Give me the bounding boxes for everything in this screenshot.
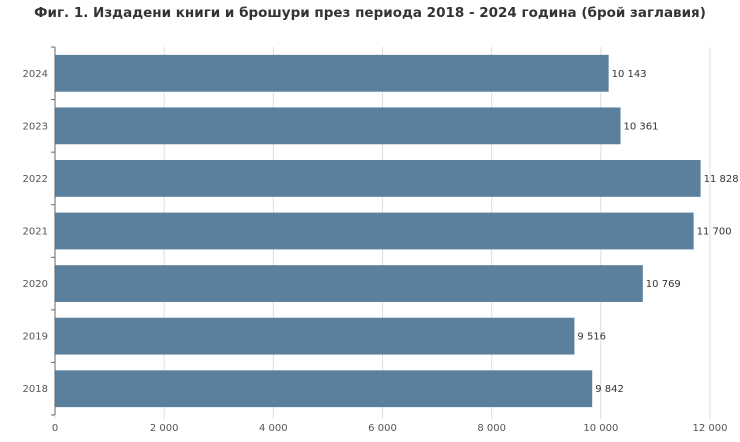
y-category-label: 2018 bbox=[23, 384, 48, 395]
axes bbox=[51, 46, 56, 416]
data-label: 10 143 bbox=[612, 69, 647, 80]
bars bbox=[55, 54, 701, 408]
chart-title: Фиг. 1. Издадени книги и брошури през пе… bbox=[34, 5, 706, 21]
bar-2023 bbox=[55, 107, 621, 145]
data-label: 11 700 bbox=[697, 227, 732, 238]
labels: 0 2 000 4 000 6 000 8 000 10 000 12 000 2024 10 … bbox=[23, 69, 739, 434]
bar-2020 bbox=[55, 265, 643, 302]
data-label: 11 828 bbox=[704, 174, 739, 185]
data-label: 10 361 bbox=[624, 121, 659, 132]
y-category-label: 2024 bbox=[23, 69, 48, 80]
y-category-label: 2023 bbox=[23, 121, 48, 132]
bar-2024 bbox=[55, 54, 609, 92]
x-tick-label: 8 000 bbox=[477, 423, 506, 434]
x-tick-label: 4 000 bbox=[259, 423, 288, 434]
y-category-label: 2019 bbox=[23, 332, 48, 343]
x-tick-label: 10 000 bbox=[583, 423, 618, 434]
data-label: 10 769 bbox=[646, 279, 681, 290]
data-label: 9 842 bbox=[595, 384, 624, 395]
bar-2022 bbox=[55, 160, 701, 197]
bar-2019 bbox=[55, 317, 575, 355]
data-label: 9 516 bbox=[577, 332, 606, 343]
x-tick-label: 6 000 bbox=[368, 423, 397, 434]
bar-2018 bbox=[55, 370, 593, 408]
x-tick-label: 2 000 bbox=[150, 423, 179, 434]
x-tick-label: 0 bbox=[52, 423, 58, 434]
bar-2021 bbox=[55, 212, 694, 250]
y-category-label: 2021 bbox=[23, 227, 48, 238]
x-tick-label: 12 000 bbox=[693, 423, 728, 434]
y-category-label: 2020 bbox=[23, 279, 48, 290]
y-category-label: 2022 bbox=[23, 174, 48, 185]
